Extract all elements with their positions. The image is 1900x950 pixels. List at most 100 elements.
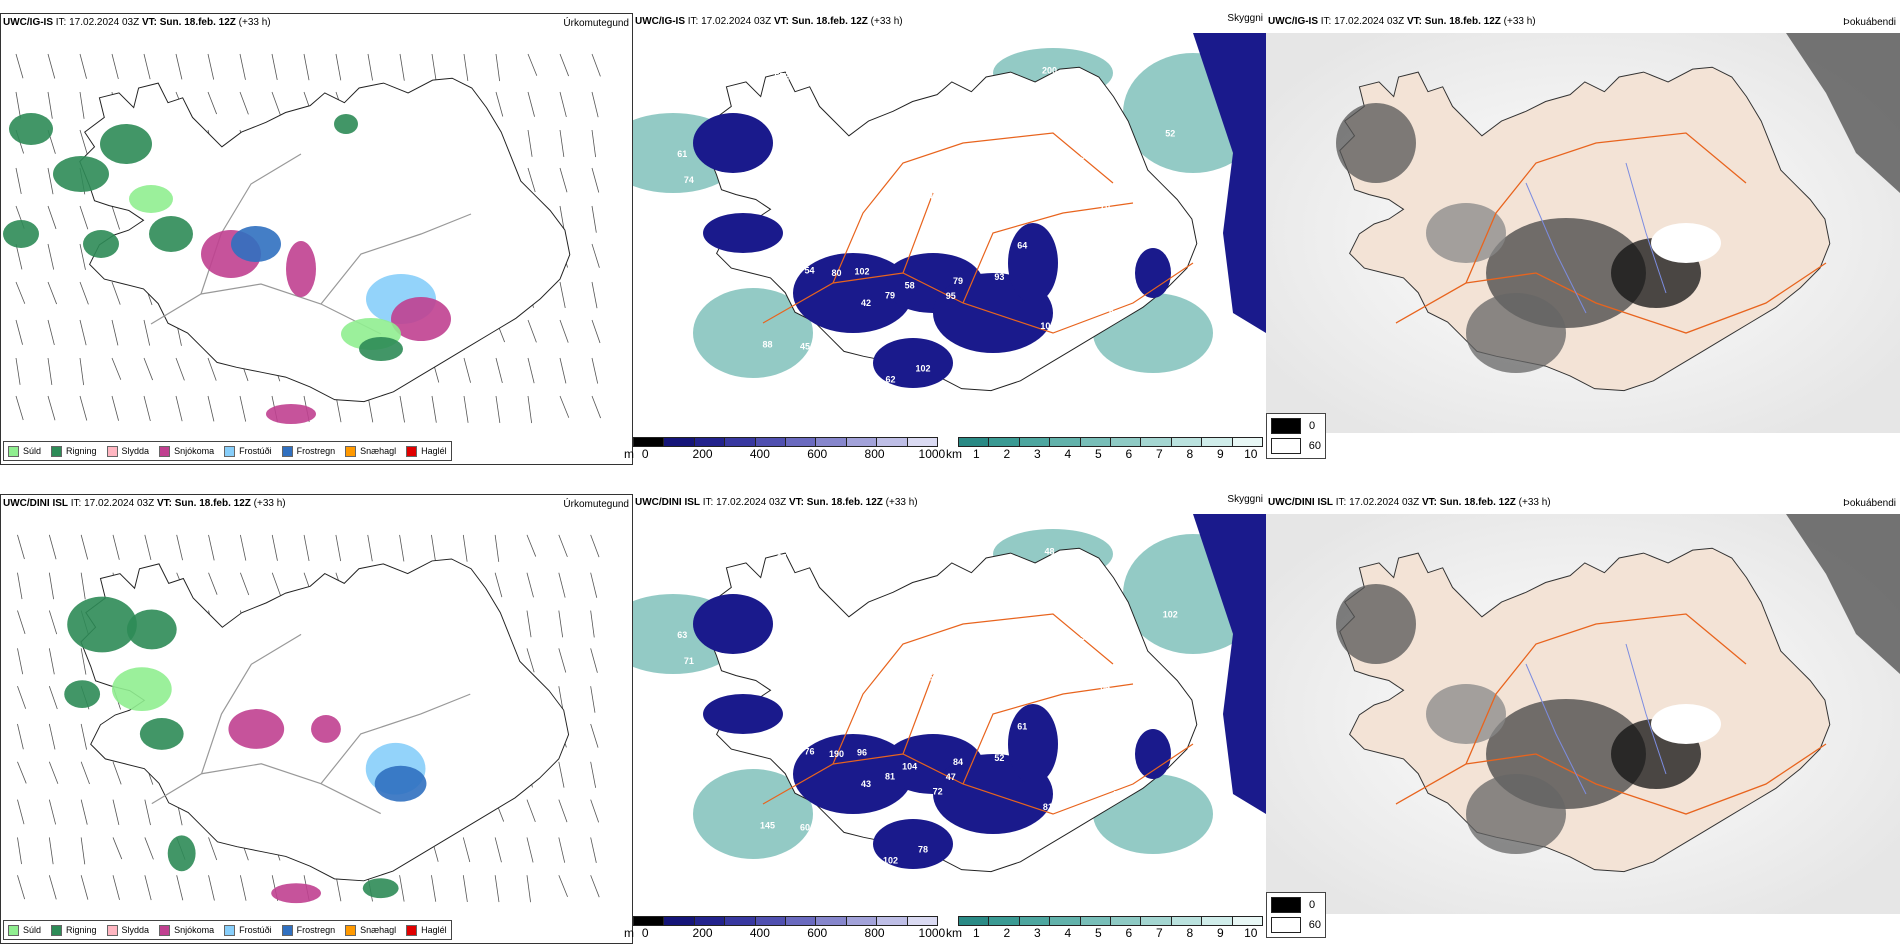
visibility-value: 47 xyxy=(1015,362,1025,372)
visibility-value: 78 xyxy=(918,844,928,854)
scale-tick: 600 xyxy=(807,447,828,461)
legend-label: Súld xyxy=(23,925,42,935)
legend-swatch xyxy=(51,924,63,936)
scale-tick: 200 xyxy=(692,447,713,461)
scale-tick: 600 xyxy=(807,926,828,940)
legend-label: Frostúði xyxy=(239,446,272,456)
fog-legend-low: 0 xyxy=(1309,420,1316,432)
road-network xyxy=(762,132,1194,334)
scale-tick: 2 xyxy=(1003,926,1011,940)
visibility-value: 86 xyxy=(807,627,817,637)
visibility-value: 62 xyxy=(697,199,707,209)
scale-tick: 200 xyxy=(692,926,713,940)
panel-header: UWC/DINI ISL IT: 17.02.2024 03Z VT: Sun.… xyxy=(1268,497,1551,508)
visibility-value: 135 xyxy=(813,664,828,674)
fog-dark-area xyxy=(1786,33,1900,193)
visibility-value: 61 xyxy=(1017,722,1027,732)
legend-item: Haglél xyxy=(406,445,447,457)
visibility-value: 82 xyxy=(1099,265,1109,275)
precip-type-legend: Súld Rigning Slydda Snjókoma Frostúði Frostre… xyxy=(3,441,452,461)
visibility-panel-top: UWC/IG-IS IT: 17.02.2024 03Z VT: Sun. 18… xyxy=(633,13,1266,465)
low-ceiling-area xyxy=(1193,33,1266,333)
road-network xyxy=(1395,613,1827,815)
visibility-value: 109 xyxy=(757,577,772,587)
panel-field-name: Skyggni xyxy=(1227,494,1263,505)
visibility-colorbar xyxy=(958,916,1263,926)
scale-tick: 1 xyxy=(972,926,980,940)
scale-tick: 3 xyxy=(1033,447,1041,461)
scale-tick: 4 xyxy=(1064,926,1072,940)
visibility-value: 96 xyxy=(857,748,867,758)
scale-unit: km xyxy=(946,926,962,940)
scale-tick: 9 xyxy=(1216,926,1224,940)
visibility-value: 100 xyxy=(984,689,999,699)
visibility-value: 102 xyxy=(1163,609,1178,619)
visibility-value: 63 xyxy=(677,630,687,640)
scale-tick: 7 xyxy=(1155,926,1163,940)
legend-item: Snæhagl xyxy=(345,924,396,936)
visibility-map: 64 96 79 81 65 102 104 297 120 87 48 84 135 64 60 107 37… xyxy=(633,514,1266,914)
visibility-colorbar xyxy=(958,437,1263,447)
visibility-value: 79 xyxy=(953,276,963,286)
visibility-value: 88 xyxy=(762,340,772,350)
legend-swatch xyxy=(224,924,236,936)
scale-unit: km xyxy=(946,447,962,461)
legend-swatch xyxy=(159,445,171,457)
fog-index-map xyxy=(1266,33,1900,433)
visibility-value: 50 xyxy=(659,727,669,737)
scale-unit: m xyxy=(624,447,634,461)
visibility-value: 107 xyxy=(891,535,906,545)
scale-tick: 400 xyxy=(749,447,770,461)
precip-type-map xyxy=(3,53,601,424)
legend-label: Rigning xyxy=(66,446,97,456)
fog-clear-area xyxy=(1651,704,1721,744)
visibility-value: 77 xyxy=(760,96,770,106)
legend-label: Slydda xyxy=(121,925,150,935)
visibility-scale-ticks: km 1 2 3 4 5 6 7 8 9 10 xyxy=(946,926,1263,940)
panel-field-name: Úrkomutegund xyxy=(563,499,629,510)
scale-tick: 1 xyxy=(972,447,980,461)
river-network xyxy=(1525,162,1667,314)
scale-tick: 1000 xyxy=(918,447,946,461)
visibility-value: 64 xyxy=(777,552,787,562)
panel-header: UWC/DINI ISL IT: 17.02.2024 03Z VT: Sun.… xyxy=(3,498,286,509)
legend-swatch xyxy=(8,924,19,936)
visibility-value: 102 xyxy=(883,856,898,866)
visibility-value: 47 xyxy=(946,772,956,782)
road-network xyxy=(762,613,1194,815)
legend-item: Frostúði xyxy=(224,445,272,457)
panel-field-name: Þokuábendi xyxy=(1843,17,1896,28)
fog-legend-low: 0 xyxy=(1309,899,1316,911)
scale-unit: m xyxy=(624,926,634,940)
visibility-value: 99 xyxy=(1080,151,1090,161)
legend-swatch xyxy=(51,445,63,457)
legend-label: Súld xyxy=(23,446,42,456)
ceiling-colorbar xyxy=(633,916,938,926)
legend-label: Haglél xyxy=(421,446,447,456)
visibility-value: 44 xyxy=(875,130,885,140)
legend-label: Frostregn xyxy=(296,446,336,456)
visibility-value: 80 xyxy=(832,268,842,278)
visibility-value: 131 xyxy=(996,231,1011,241)
fog-index-legend-bottom: 0 60 xyxy=(1266,892,1326,938)
visibility-value: 81 xyxy=(1043,802,1053,812)
visibility-value: 36 xyxy=(893,54,903,64)
visibility-value: 44 xyxy=(1111,789,1121,799)
visibility-value: 41 xyxy=(784,216,794,226)
visibility-value: 84 xyxy=(953,757,963,767)
ceiling-scale-ticks: m 0 200 400 600 800 1000 xyxy=(624,926,945,940)
visibility-value: 64 xyxy=(1100,682,1110,692)
visibility-value: 101 xyxy=(1040,321,1055,331)
scale-tick: 0 xyxy=(641,926,649,940)
visibility-scale-ticks: km 1 2 3 4 5 6 7 8 9 10 xyxy=(946,447,1263,461)
legend-swatch xyxy=(159,924,171,936)
visibility-value: 58 xyxy=(659,246,669,256)
scale-tick: 3 xyxy=(1033,926,1041,940)
legend-item: Frostregn xyxy=(281,445,336,457)
scale-tick: 4 xyxy=(1064,447,1072,461)
scale-tick: 6 xyxy=(1125,926,1133,940)
visibility-panel-bottom: UWC/DINI ISL IT: 17.02.2024 03Z VT: Sun.… xyxy=(633,494,1266,944)
fog-legend-high: 60 xyxy=(1308,440,1321,452)
visibility-value: 41 xyxy=(928,191,938,201)
visibility-value: 69 xyxy=(816,183,826,193)
